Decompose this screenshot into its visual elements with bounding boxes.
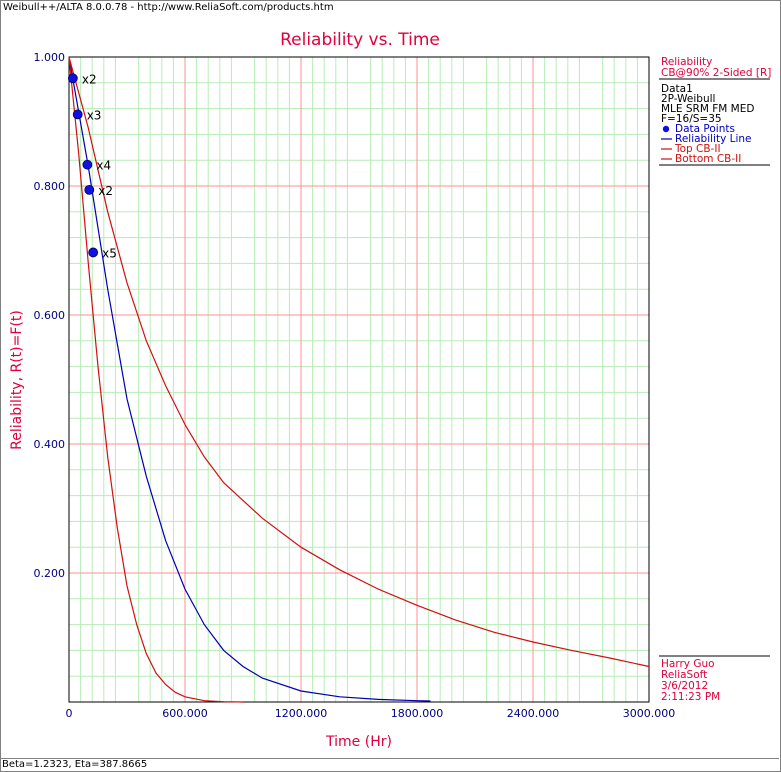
plot-area [68,56,650,703]
data-point [88,247,99,258]
x-axis-label: Time (Hr) [325,734,392,750]
data-point-label: x3 [87,108,102,122]
dot-icon [662,125,670,133]
info-date: 3/6/2012 [661,680,709,692]
series-line [68,56,431,702]
y-axis-label: Reliability, R(t)=F(t) [9,310,25,450]
legend-method: MLE SRM FM MED [661,103,755,115]
data-point [82,159,93,170]
info-user: Harry Guo [661,658,715,670]
status-bar: Beta=1.2323, Eta=387.8665 [0,758,779,772]
chart-title: Reliability vs. Time [280,30,440,50]
x-tick-label: 600.000 [162,707,208,720]
y-tick-label: 0.800 [34,180,66,193]
x-tick-label: 0 [66,707,73,720]
legend-item-bottom-cb: Bottom CB-II [675,153,742,165]
legend-item-data-points: Data Points [675,123,735,135]
legend-counts: F=16/S=35 [661,113,722,125]
y-tick-label: 1.000 [34,51,66,64]
series-line [68,56,650,668]
x-tick-label: 2400.000 [507,707,560,720]
x-tick-label: 1200.000 [275,707,328,720]
legend-item-reliability-line: Reliability Line [675,133,752,145]
data-point-label: x2 [82,72,97,86]
data-point-label: x2 [98,184,113,198]
data-point-label: x4 [96,159,111,173]
data-point [67,73,78,84]
y-tick-label: 0.400 [34,438,66,451]
legend-dataset: Data1 [661,83,693,95]
data-point [72,109,83,120]
x-tick-label: 1800.000 [391,707,444,720]
window-title: Weibull++/ALTA 8.0.0.78 - http://www.Rel… [3,2,334,13]
data-point [84,184,95,195]
series-line [68,56,244,703]
info-time: 2:11:23 PM [661,691,721,703]
legend-model: 2P-Weibull [661,93,716,105]
legend-header: Reliability [661,56,713,68]
legend-item-top-cb: Top CB-II [675,143,721,155]
legend-subheader: CB@90% 2-Sided [R] [661,67,772,79]
status-text: Beta=1.2323, Eta=387.8665 [2,759,148,770]
info-company: ReliaSoft [661,669,708,681]
x-tick-label: 3000.000 [623,707,676,720]
y-tick-label: 0.600 [34,309,66,322]
y-tick-label: 0.200 [34,567,66,580]
data-point-label: x5 [102,246,117,260]
